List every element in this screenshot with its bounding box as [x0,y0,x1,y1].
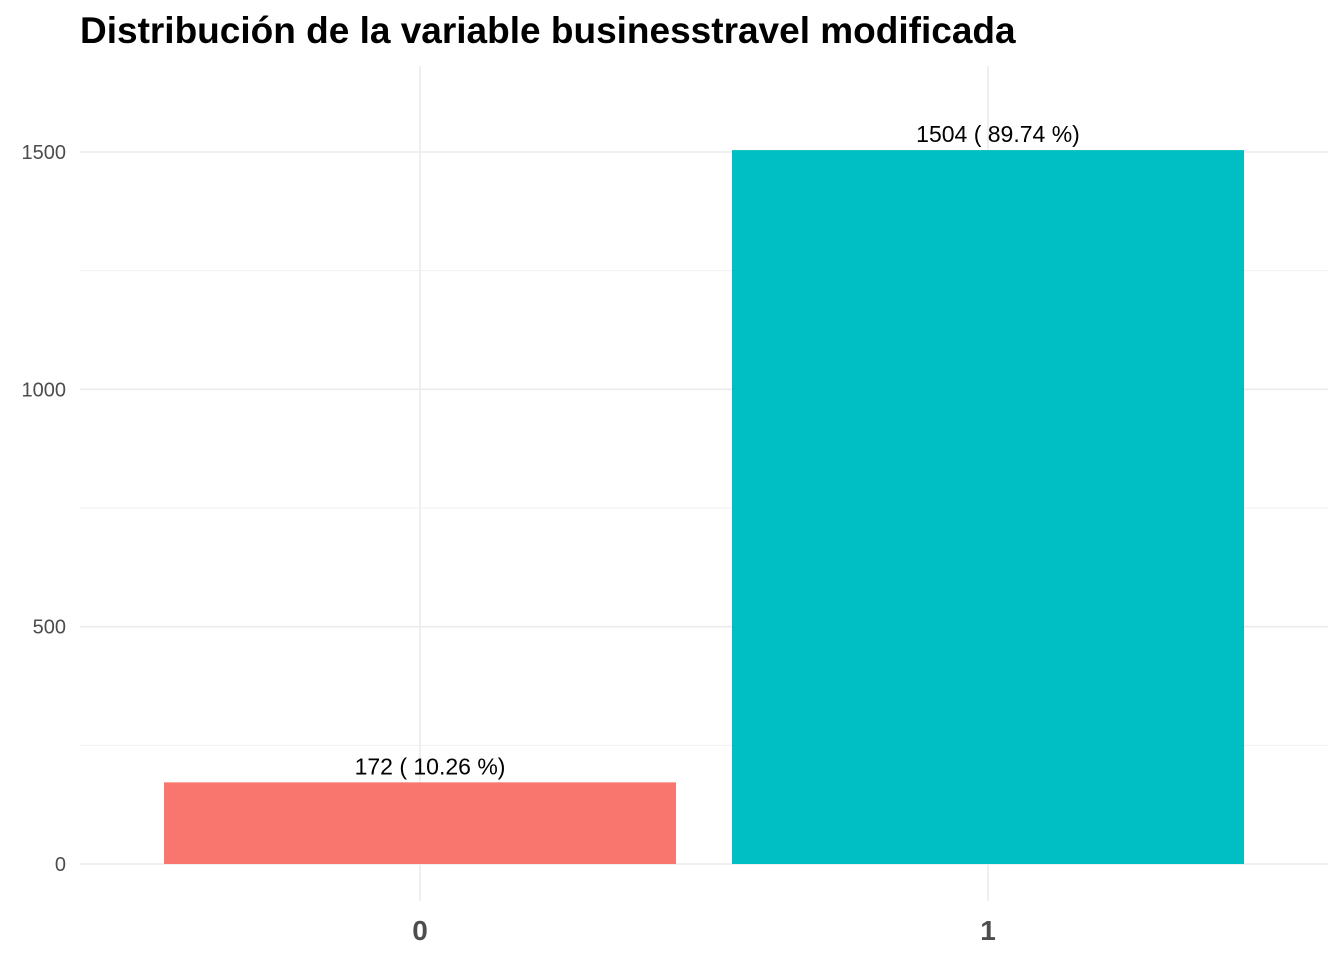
x-tick-label-0: 0 [412,915,428,946]
bar-0 [164,782,676,864]
bar-1 [732,150,1244,865]
data-label-1: 1504 ( 89.74 %) [916,121,1080,147]
y-tick-label: 1500 [22,142,67,164]
data-label-0: 172 ( 10.26 %) [355,753,506,779]
chart-title: Distribución de la variable businesstrav… [80,10,1016,51]
bars [164,150,1244,865]
y-tick-label: 500 [33,617,66,639]
data-labels: 172 ( 10.26 %) 1504 ( 89.74 %) [355,121,1080,779]
y-tick-label: 0 [55,854,66,876]
y-tick-label: 1000 [22,379,67,401]
axis-labels: 0 500 1000 1500 0 1 [22,142,996,946]
x-tick-label-1: 1 [980,915,996,946]
